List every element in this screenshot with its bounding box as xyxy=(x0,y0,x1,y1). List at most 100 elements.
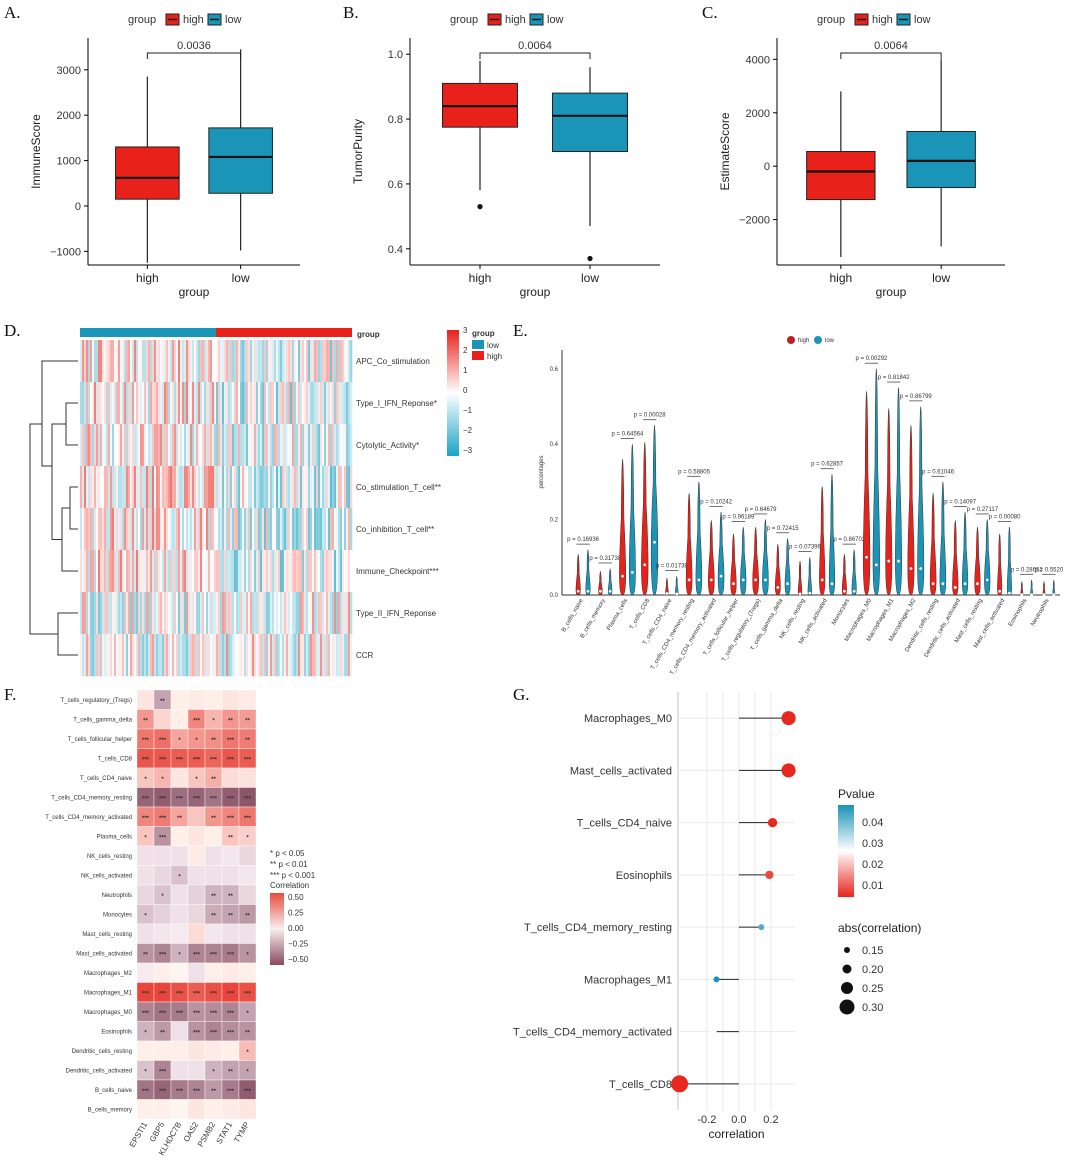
heatmap-cell xyxy=(118,592,120,634)
heatmap-cell xyxy=(316,466,318,508)
significance-stars: *** xyxy=(142,816,150,822)
significance-stars: *** xyxy=(159,757,167,763)
heatmap-cell xyxy=(202,340,204,382)
color-scale-tick: 2 xyxy=(463,346,468,355)
significance-stars: *** xyxy=(159,991,167,997)
heatmap-cell xyxy=(146,466,148,508)
heatmap-cell xyxy=(172,592,174,634)
heatmap-cell xyxy=(126,550,128,592)
heatmap-cell xyxy=(86,508,88,550)
heatmap-cell xyxy=(160,634,162,676)
correlation-cell xyxy=(205,866,222,886)
heatmap-cell xyxy=(308,424,310,466)
heatmap-cell xyxy=(324,634,326,676)
group-legend-label: low xyxy=(487,341,499,350)
heatmap-cell xyxy=(350,382,352,424)
heatmap-cell xyxy=(162,634,164,676)
dendrogram-branch xyxy=(70,487,78,529)
heatmap-cell xyxy=(88,466,90,508)
heatmap-cell xyxy=(280,550,282,592)
heatmap-cell xyxy=(118,424,120,466)
heatmap-cell xyxy=(142,592,144,634)
heatmap-cell xyxy=(244,340,246,382)
legend-label-high: high xyxy=(505,14,526,26)
legend-label-low: low xyxy=(547,14,564,26)
heatmap-cell xyxy=(228,382,230,424)
heatmap-cell xyxy=(152,550,154,592)
heatmap-cell xyxy=(116,508,118,550)
heatmap-cell xyxy=(272,340,274,382)
category-label: Eosinophils xyxy=(616,870,673,882)
heatmap-cell xyxy=(158,466,160,508)
violin-median-point xyxy=(887,560,890,563)
heatmap-cell xyxy=(332,466,334,508)
heatmap-cell xyxy=(228,340,230,382)
heatmap-cell xyxy=(198,592,200,634)
heatmap-cell xyxy=(216,592,218,634)
correlation-cell xyxy=(239,885,256,905)
box-low xyxy=(907,131,975,187)
heatmap-cell xyxy=(304,340,306,382)
y-tick-label: 0.0 xyxy=(550,593,559,599)
correlation-cell xyxy=(188,1041,205,1061)
correlation-cell xyxy=(239,846,256,866)
p-value-label: 0.0064 xyxy=(874,40,908,52)
heatmap-cell xyxy=(324,340,326,382)
significance-stars: *** xyxy=(227,1011,235,1017)
heatmap-cell xyxy=(140,424,142,466)
color-scale-tick: 3 xyxy=(463,326,468,335)
heatmap-cell xyxy=(132,508,134,550)
heatmap-cell xyxy=(100,340,102,382)
heatmap-cell xyxy=(188,550,190,592)
x-tick-label: T_cells_CD8 xyxy=(629,597,652,630)
heatmap-cell xyxy=(194,424,196,466)
heatmap-cell xyxy=(118,634,120,676)
heatmap-cell xyxy=(240,340,242,382)
heatmap-cell xyxy=(288,466,290,508)
heatmap-cell xyxy=(160,466,162,508)
x-tick-label: low xyxy=(581,271,599,285)
legend-label-high: high xyxy=(183,14,204,26)
p-value-label: p = 0.5520 xyxy=(1035,567,1064,573)
heatmap-cell xyxy=(268,592,270,634)
y-tick-label: 0.2 xyxy=(550,518,559,524)
heatmap-cell xyxy=(210,382,212,424)
heatmap-cell xyxy=(208,382,210,424)
heatmap-cell xyxy=(172,466,174,508)
heatmap-cell xyxy=(98,592,100,634)
heatmap-cell xyxy=(238,382,240,424)
heatmap-cell xyxy=(160,508,162,550)
heatmap-cell xyxy=(134,424,136,466)
heatmap-cell xyxy=(314,340,316,382)
heatmap-cell xyxy=(246,424,248,466)
significance-stars: *** xyxy=(176,1011,184,1017)
heatmap-cell xyxy=(234,382,236,424)
heatmap-cell xyxy=(140,340,142,382)
heatmap-cell xyxy=(210,466,212,508)
heatmap-cell xyxy=(318,550,320,592)
heatmap-cell xyxy=(332,424,334,466)
heatmap-cell xyxy=(172,508,174,550)
heatmap-cell xyxy=(320,592,322,634)
significance-stars: *** xyxy=(193,1030,201,1036)
heatmap-cell xyxy=(120,550,122,592)
heatmap-cell xyxy=(156,634,158,676)
heatmap-cell xyxy=(130,424,132,466)
heatmap-cell xyxy=(268,424,270,466)
heatmap-cell xyxy=(234,508,236,550)
heatmap-cell xyxy=(324,592,326,634)
heatmap-cell xyxy=(290,382,292,424)
heatmap-cell xyxy=(82,550,84,592)
heatmap-cell xyxy=(332,550,334,592)
heatmap-cell xyxy=(124,550,126,592)
heatmap-cell xyxy=(220,634,222,676)
correlation-cell xyxy=(239,924,256,944)
heatmap-cell xyxy=(236,340,238,382)
heatmap-cell xyxy=(142,424,144,466)
correlation-cell xyxy=(154,710,171,730)
heatmap-cell xyxy=(294,382,296,424)
legend-title: group xyxy=(817,14,845,26)
heatmap-cell xyxy=(138,424,140,466)
heatmap-cell xyxy=(84,424,86,466)
